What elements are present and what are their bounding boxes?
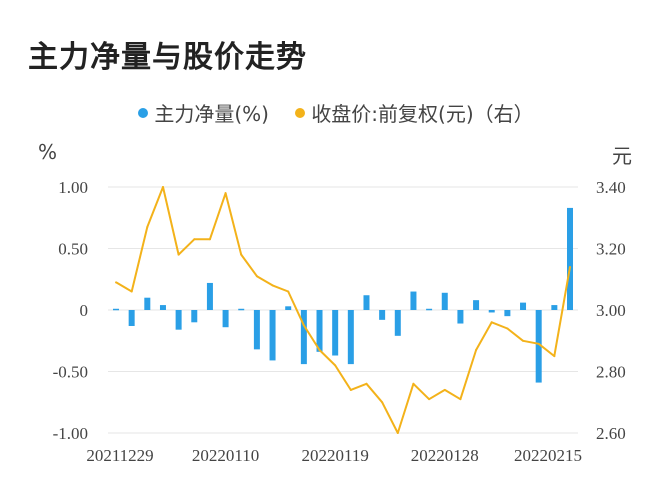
line-point[interactable] [412, 382, 415, 385]
legend-dot-orange-icon [295, 107, 306, 118]
bar[interactable] [488, 310, 495, 313]
bar[interactable] [222, 310, 229, 328]
line-point[interactable] [569, 265, 571, 268]
line-point[interactable] [130, 290, 133, 293]
bar[interactable] [128, 310, 135, 326]
bar[interactable] [175, 310, 182, 330]
left-tick-label: 0.50 [58, 240, 88, 259]
axis-labels: 1.00 0.50 0 -0.50 -1.00 3.40 3.20 3.00 2.80 2.60 2… [53, 178, 626, 465]
bar[interactable] [113, 308, 119, 311]
legend-label-net-flow: 主力净量(%) [154, 102, 269, 126]
close-price-line[interactable] [115, 186, 571, 434]
legend: 主力净量(%) 收盘价:前复权(元)（右） [0, 98, 672, 127]
bar[interactable] [269, 310, 276, 361]
line-point[interactable] [396, 432, 399, 434]
right-tick-label: 3.40 [596, 178, 626, 197]
line-point[interactable] [349, 388, 352, 391]
legend-dot-blue-icon [138, 107, 149, 118]
line-point[interactable] [553, 355, 556, 358]
line-point[interactable] [443, 388, 446, 391]
line-point[interactable] [318, 348, 321, 351]
bar[interactable] [300, 310, 307, 365]
line-point[interactable] [177, 253, 180, 256]
left-tick-label: -0.50 [53, 363, 88, 382]
bar[interactable] [159, 305, 166, 310]
line-point[interactable] [506, 327, 509, 330]
bar[interactable] [551, 305, 558, 310]
bar-series [113, 207, 573, 383]
bar[interactable] [238, 308, 245, 311]
line-point[interactable] [334, 364, 337, 367]
line-point[interactable] [302, 324, 305, 327]
bar[interactable] [379, 310, 386, 320]
bar[interactable] [347, 310, 354, 365]
left-tick-label: -1.00 [53, 424, 88, 443]
bar[interactable] [285, 306, 292, 310]
x-tick-label: 20220128 [411, 446, 479, 465]
x-tick-label: 20220119 [301, 446, 368, 465]
right-axis-unit: 元 [612, 144, 632, 168]
legend-item-net-flow[interactable]: 主力净量(%) [138, 98, 269, 127]
line-point[interactable] [490, 321, 493, 324]
line-point[interactable] [255, 275, 258, 278]
x-tick-label: 20220110 [192, 446, 259, 465]
line-point[interactable] [271, 284, 274, 287]
bar[interactable] [253, 310, 260, 350]
right-tick-label: 2.80 [596, 363, 626, 382]
left-tick-label: 0 [80, 301, 89, 320]
line-point[interactable] [115, 281, 117, 284]
bar[interactable] [441, 292, 448, 310]
x-tick-label: 20220215 [514, 446, 582, 465]
line-point[interactable] [381, 401, 384, 404]
legend-label-close-price: 收盘价:前复权(元)（右） [311, 102, 534, 126]
right-tick-label: 3.20 [596, 240, 626, 259]
line-point[interactable] [224, 192, 227, 195]
line-point[interactable] [287, 290, 290, 293]
line-point[interactable] [240, 253, 243, 256]
bar[interactable] [567, 207, 573, 310]
line-point[interactable] [522, 339, 525, 342]
line-point[interactable] [475, 348, 478, 351]
line-point[interactable] [146, 225, 149, 228]
bar[interactable] [394, 310, 401, 336]
bar[interactable] [332, 310, 339, 356]
right-tick-label: 3.00 [596, 301, 626, 320]
bar[interactable] [316, 310, 323, 352]
bar[interactable] [504, 310, 511, 317]
line-series [115, 186, 571, 434]
chart-title: 主力净量与股价走势 [28, 40, 307, 75]
line-point[interactable] [208, 238, 211, 241]
bar[interactable] [473, 300, 480, 310]
line-point[interactable] [459, 398, 462, 401]
bar[interactable] [426, 308, 433, 311]
left-tick-label: 1.00 [58, 178, 88, 197]
legend-item-close-price[interactable]: 收盘价:前复权(元)（右） [295, 98, 534, 127]
bar[interactable] [457, 310, 464, 324]
bar[interactable] [520, 302, 527, 310]
bar[interactable] [206, 282, 213, 310]
left-axis-unit: % [38, 140, 58, 164]
line-point[interactable] [161, 186, 164, 188]
x-tick-label: 20211229 [86, 446, 153, 465]
bar[interactable] [144, 297, 151, 310]
line-point[interactable] [537, 342, 540, 345]
bar[interactable] [410, 291, 417, 310]
gridlines [108, 186, 578, 434]
right-tick-label: 2.60 [596, 424, 626, 443]
bar[interactable] [535, 310, 542, 383]
line-point[interactable] [428, 398, 431, 401]
bar[interactable] [363, 295, 370, 310]
line-point[interactable] [193, 238, 196, 241]
line-point[interactable] [365, 382, 368, 385]
bar[interactable] [191, 310, 198, 323]
